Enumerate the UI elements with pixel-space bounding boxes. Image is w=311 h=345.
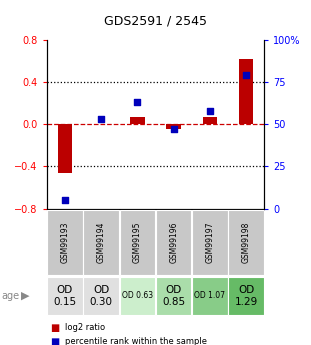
Bar — [47, 277, 82, 315]
Text: GSM99195: GSM99195 — [133, 221, 142, 263]
Bar — [239, 59, 253, 124]
Text: ▶: ▶ — [21, 291, 30, 301]
Text: GDS2591 / 2545: GDS2591 / 2545 — [104, 14, 207, 27]
Bar — [47, 210, 82, 275]
Point — [99, 116, 104, 122]
Point — [171, 127, 176, 132]
Bar — [58, 124, 72, 173]
Text: OD
0.15: OD 0.15 — [53, 285, 77, 307]
Point — [244, 72, 249, 78]
Point — [135, 99, 140, 105]
Bar — [203, 117, 217, 124]
Bar — [83, 277, 119, 315]
Bar — [192, 210, 228, 275]
Bar — [228, 277, 264, 315]
Text: GSM99193: GSM99193 — [60, 221, 69, 263]
Text: log2 ratio: log2 ratio — [65, 323, 105, 332]
Text: OD
0.30: OD 0.30 — [90, 285, 113, 307]
Text: OD
1.29: OD 1.29 — [234, 285, 258, 307]
Bar — [156, 210, 191, 275]
Text: OD 0.63: OD 0.63 — [122, 291, 153, 300]
Point — [207, 108, 212, 114]
Bar — [228, 210, 264, 275]
Point — [62, 197, 67, 203]
Bar — [192, 277, 228, 315]
Bar — [119, 277, 155, 315]
Text: age: age — [2, 291, 20, 301]
Text: GSM99197: GSM99197 — [206, 221, 214, 263]
Text: OD 1.07: OD 1.07 — [194, 291, 225, 300]
Text: GSM99196: GSM99196 — [169, 221, 178, 263]
Text: OD
0.85: OD 0.85 — [162, 285, 185, 307]
Text: percentile rank within the sample: percentile rank within the sample — [65, 337, 207, 345]
Bar — [83, 210, 119, 275]
Bar — [119, 210, 155, 275]
Bar — [130, 117, 145, 124]
Text: GSM99194: GSM99194 — [97, 221, 105, 263]
Text: ■: ■ — [50, 337, 59, 345]
Text: GSM99198: GSM99198 — [242, 222, 251, 263]
Bar — [156, 277, 191, 315]
Bar — [166, 124, 181, 129]
Text: ■: ■ — [50, 323, 59, 333]
